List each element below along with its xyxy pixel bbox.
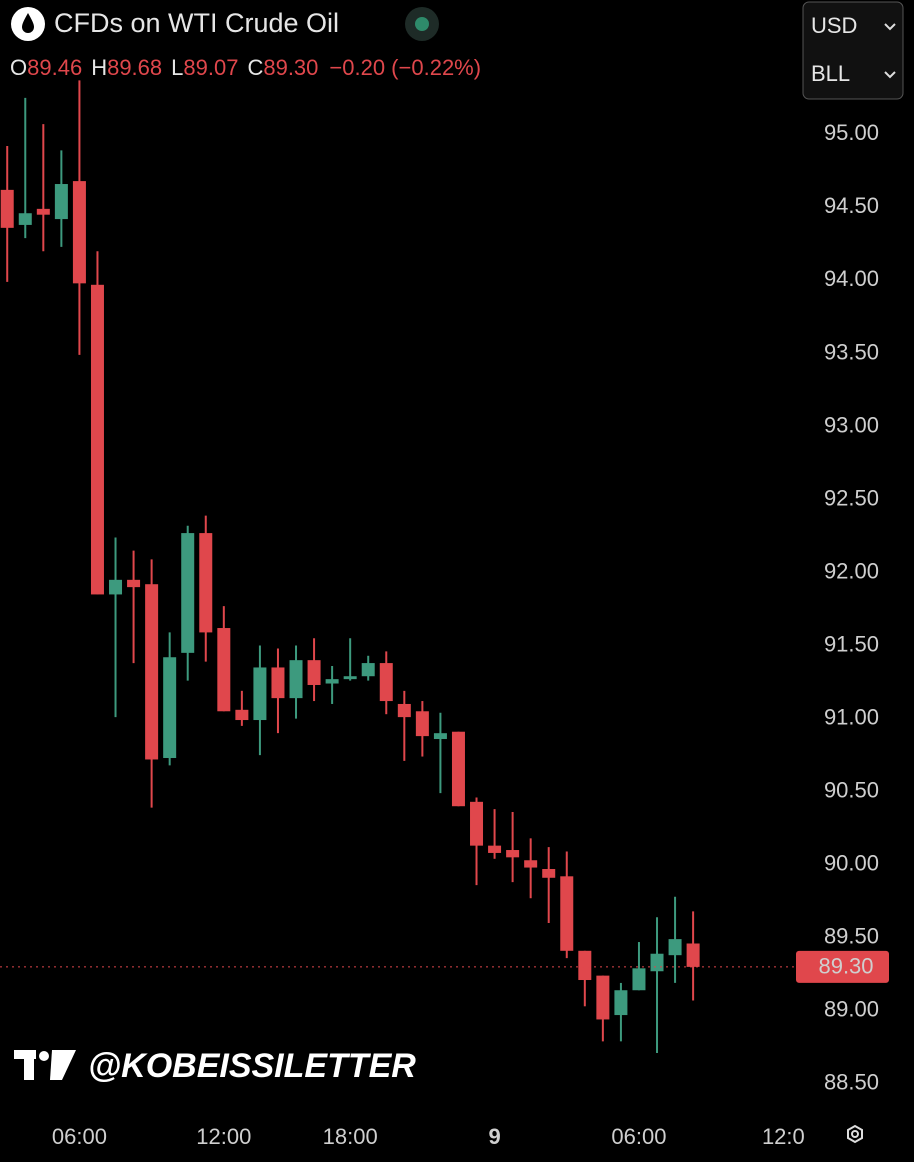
plot-area	[0, 80, 796, 1054]
candle-body	[199, 533, 213, 633]
candle-body	[596, 975, 610, 1020]
y-tick-label: 88.50	[824, 1070, 879, 1095]
status-dot	[415, 17, 429, 31]
ohlc-key: L	[171, 55, 183, 80]
candle-body	[18, 213, 32, 225]
candle-body	[145, 584, 159, 760]
candle-body	[650, 953, 664, 972]
ohlc-key: H	[91, 55, 107, 80]
y-tick-label: 92.50	[824, 485, 879, 510]
settings-icon-core	[851, 1130, 859, 1138]
ohlc-key: C	[247, 55, 263, 80]
y-tick-label: 89.00	[824, 996, 879, 1021]
candle-body	[289, 660, 303, 699]
change: −0.20 (−0.22%)	[329, 55, 481, 80]
candle-body	[0, 189, 14, 228]
candle-body	[415, 711, 429, 737]
drop-icon	[22, 13, 34, 33]
y-tick-label: 94.50	[824, 193, 879, 218]
y-tick-label: 94.00	[824, 266, 879, 291]
candle-body	[181, 533, 195, 653]
candle-body	[36, 208, 50, 215]
candle-body	[325, 679, 339, 684]
y-tick-label: 90.50	[824, 777, 879, 802]
candle-body	[54, 184, 68, 220]
candle-body	[632, 968, 646, 991]
candle-body	[686, 943, 700, 967]
candle-body	[361, 663, 375, 677]
ohlc-value: 89.46	[27, 55, 82, 80]
candle-body	[343, 676, 357, 680]
candle-body	[542, 869, 556, 878]
candle-body	[127, 579, 141, 588]
candle-body	[578, 950, 592, 981]
y-tick-label: 91.50	[824, 631, 879, 656]
chart-title: CFDs on WTI Crude Oil	[54, 8, 339, 38]
candle-body	[109, 579, 123, 595]
ohlc-legend: O 89.46 H 89.68 L 89.07 C 89.30 −0.20 (−0.22%)	[10, 55, 481, 80]
currency-box[interactable]	[802, 1, 904, 100]
y-tick-label: 95.00	[824, 120, 879, 145]
axes: 88.50 89.00 89.50 90.00 90.50 91.00 91.50 92.00…	[52, 120, 889, 1149]
watermark: @KOBEISSILETTER	[88, 1047, 416, 1085]
candle-body	[253, 667, 267, 721]
last-price-box	[796, 950, 889, 983]
candle-body	[451, 731, 465, 807]
x-tick-label: 18:00	[323, 1124, 378, 1149]
candle-body	[668, 939, 682, 956]
candle-body	[433, 733, 447, 740]
candle-body	[90, 284, 104, 595]
candle-body	[379, 663, 393, 702]
y-tick-label: 93.00	[824, 412, 879, 437]
x-tick-label: 06:00	[52, 1124, 107, 1149]
x-tick-label: 9	[488, 1124, 500, 1149]
settings-icon[interactable]	[847, 1124, 863, 1144]
x-tick-label: 12:0	[762, 1124, 805, 1149]
y-tick-label: 89.50	[824, 923, 879, 948]
last-price-label: 89.30	[818, 954, 873, 979]
candle-body	[397, 703, 411, 718]
candle-body	[271, 667, 285, 699]
candle-body	[217, 628, 231, 712]
y-tick-label: 92.00	[824, 558, 879, 583]
x-tick-label: 12:00	[196, 1124, 251, 1149]
tv-logo	[14, 1050, 76, 1080]
candle-body	[470, 801, 484, 846]
candle-body	[235, 709, 249, 721]
candle-body	[524, 860, 538, 868]
ohlc-value: 89.07	[183, 55, 238, 80]
candle-body	[72, 181, 86, 284]
candle-body	[614, 990, 628, 1016]
chevron	[884, 23, 896, 31]
candle-body	[506, 850, 520, 858]
candle-body	[307, 660, 321, 685]
candle-body	[163, 657, 177, 759]
chevron	[884, 71, 896, 79]
ohlc-value: 89.30	[263, 55, 318, 80]
candle-body	[560, 876, 574, 951]
currency[interactable]: USD	[811, 13, 857, 38]
y-tick-label: 90.00	[824, 850, 879, 875]
ohlc-value: 89.68	[107, 55, 162, 80]
ohlc-key: O	[10, 55, 27, 80]
candle-body	[488, 845, 502, 853]
y-tick-label: 91.00	[824, 704, 879, 729]
y-tick-label: 93.50	[824, 339, 879, 364]
x-tick-label: 06:00	[611, 1124, 666, 1149]
unit[interactable]: BLL	[811, 61, 850, 86]
